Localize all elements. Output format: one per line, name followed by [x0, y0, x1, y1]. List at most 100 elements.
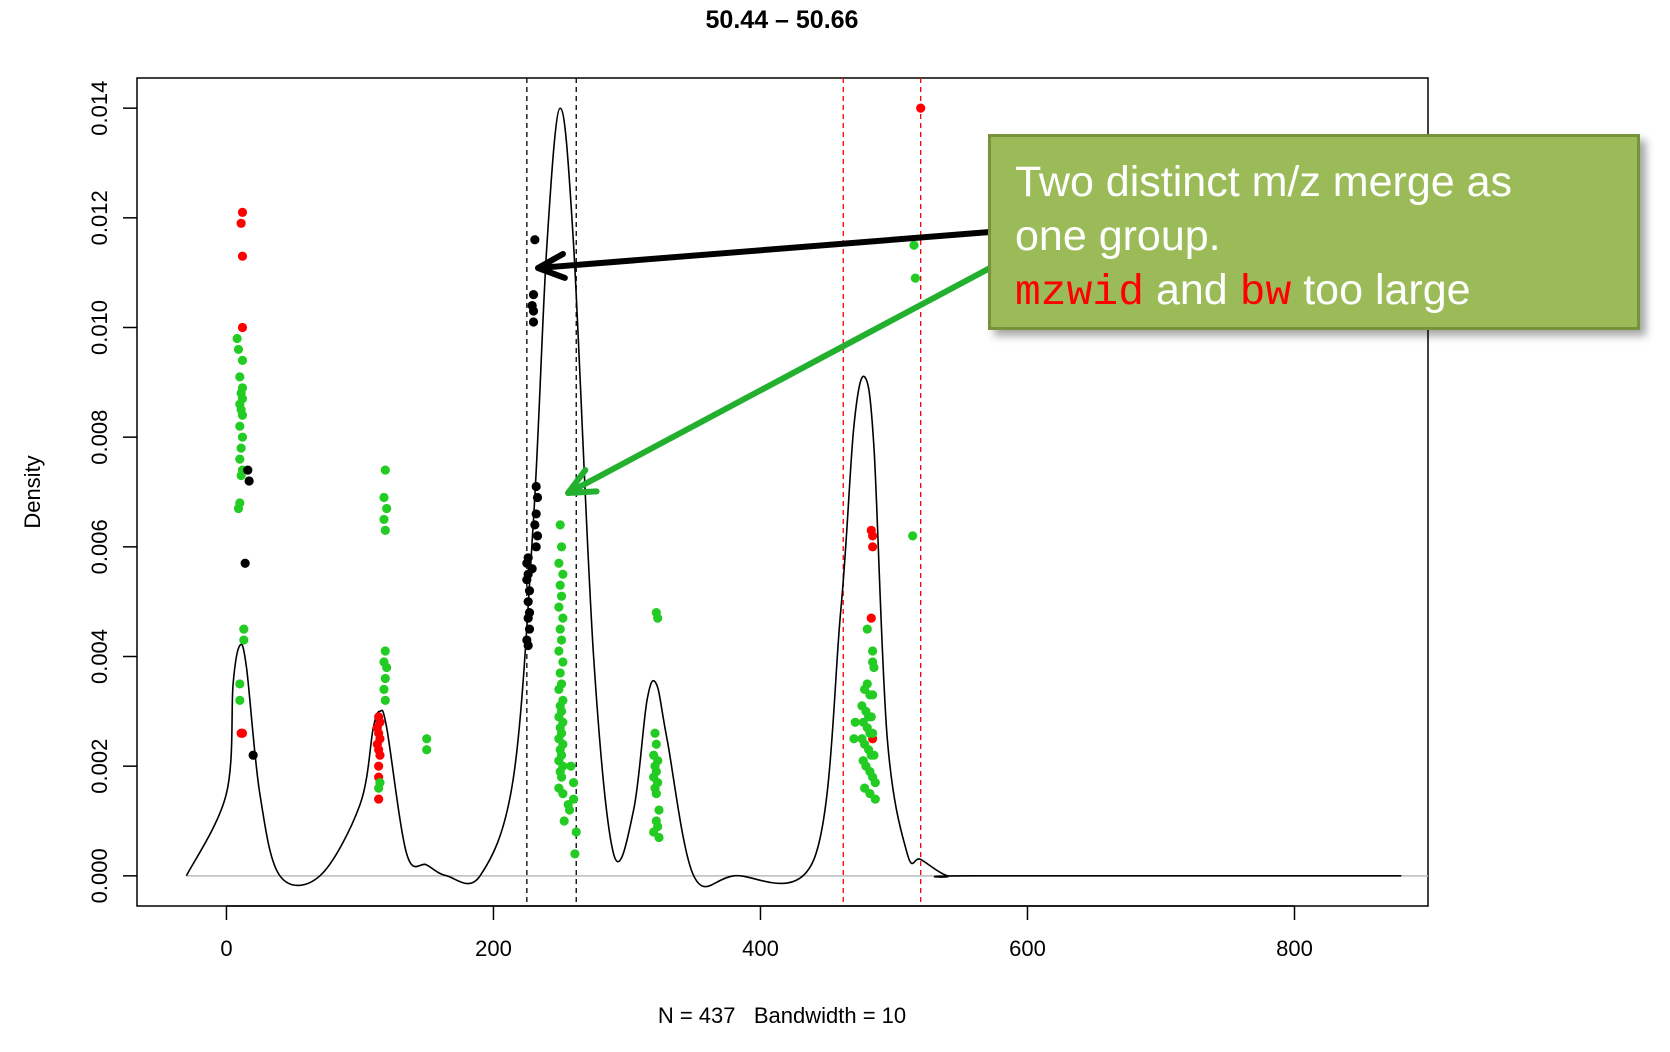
- data-point: [240, 558, 250, 568]
- data-point: [380, 465, 390, 475]
- data-point: [651, 788, 661, 799]
- data-point: [650, 728, 660, 738]
- data-point: [523, 613, 533, 623]
- data-point: [232, 333, 242, 344]
- callout-line-3: mzwid and bw too large: [1015, 263, 1637, 320]
- data-point: [556, 772, 567, 782]
- data-point: [532, 531, 543, 541]
- data-point: [558, 788, 568, 799]
- y-tick-label: 0.014: [87, 81, 112, 136]
- callout-code-bw: bw: [1239, 268, 1292, 317]
- callout-code-mzwid: mzwid: [1015, 268, 1145, 317]
- data-point: [379, 514, 389, 525]
- data-point: [528, 289, 539, 300]
- data-point: [380, 695, 390, 705]
- data-point: [235, 421, 245, 431]
- data-point: [556, 591, 567, 601]
- data-point: [909, 240, 919, 250]
- data-point: [380, 673, 390, 684]
- y-axis-label: Density: [20, 455, 45, 528]
- data-point: [651, 739, 661, 749]
- y-tick-label: 0.006: [87, 519, 112, 574]
- data-point: [524, 586, 535, 596]
- data-point: [869, 662, 879, 673]
- data-point: [374, 783, 384, 793]
- data-point: [555, 668, 565, 678]
- density-curve: [185, 107, 1402, 888]
- data-point: [237, 355, 248, 365]
- annotation-callout: Two distinct m/z merge as one group. mzw…: [988, 134, 1640, 330]
- data-point: [244, 476, 254, 486]
- y-tick-label: 0.010: [87, 300, 112, 355]
- y-tick-label: 0.000: [87, 848, 112, 903]
- data-point: [654, 832, 664, 843]
- data-point: [528, 306, 539, 316]
- data-point: [850, 717, 860, 727]
- data-point: [235, 695, 245, 705]
- y-tick-label: 0.002: [87, 739, 112, 794]
- callout-and: and: [1144, 266, 1240, 314]
- data-point: [570, 849, 580, 859]
- data-point: [237, 432, 248, 442]
- data-point: [379, 684, 389, 695]
- data-point: [237, 410, 248, 420]
- data-point: [849, 734, 859, 744]
- data-point: [910, 273, 920, 283]
- data-point: [868, 531, 878, 541]
- data-point: [868, 542, 878, 552]
- data-point: [237, 207, 248, 217]
- data-point: [233, 344, 244, 355]
- data-point: [568, 778, 579, 788]
- callout-line-2: one group.: [1015, 212, 1221, 260]
- data-point: [554, 602, 564, 612]
- data-point: [524, 624, 535, 634]
- data-point: [375, 750, 385, 760]
- data-point: [422, 745, 432, 755]
- data-point: [556, 635, 567, 645]
- callout-line-1: Two distinct m/z merge as: [1015, 158, 1513, 206]
- data-point: [869, 750, 879, 760]
- data-point: [236, 470, 246, 481]
- data-point: [556, 542, 567, 552]
- chart-title: 50.44 – 50.66: [706, 6, 859, 34]
- data-point: [233, 503, 244, 514]
- data-point: [374, 761, 384, 771]
- data-point: [380, 646, 390, 656]
- data-point: [236, 218, 246, 228]
- data-point: [558, 613, 568, 623]
- data-point: [422, 734, 432, 744]
- data-point: [523, 597, 533, 607]
- data-point: [522, 575, 532, 585]
- black-arrow: [535, 229, 993, 281]
- data-point: [564, 805, 575, 815]
- data-point: [571, 827, 581, 837]
- data-point: [235, 679, 245, 689]
- x-axis-label: N = 437 Bandwidth = 10: [658, 1003, 906, 1028]
- x-tick-label: 400: [742, 936, 779, 961]
- data-point: [868, 646, 878, 656]
- x-tick-label: 600: [1009, 936, 1046, 961]
- data-point: [870, 778, 880, 788]
- data-point: [239, 624, 249, 634]
- data-point: [554, 646, 564, 656]
- data-point: [382, 662, 392, 673]
- x-tick-label: 800: [1276, 936, 1313, 961]
- x-tick-label: 0: [220, 936, 232, 961]
- data-point: [235, 454, 245, 464]
- data-point: [528, 317, 539, 327]
- green-arrow: [565, 265, 993, 496]
- data-point: [868, 690, 878, 700]
- y-tick-label: 0.012: [87, 190, 112, 245]
- data-point: [237, 728, 248, 738]
- data-point: [523, 640, 533, 651]
- data-point: [531, 509, 541, 519]
- data-point: [554, 684, 564, 695]
- data-point: [862, 624, 872, 634]
- data-point: [531, 542, 541, 552]
- data-point: [239, 635, 249, 645]
- data-point: [868, 728, 878, 738]
- data-point: [235, 372, 245, 382]
- data-point: [237, 251, 248, 261]
- data-point: [555, 580, 565, 590]
